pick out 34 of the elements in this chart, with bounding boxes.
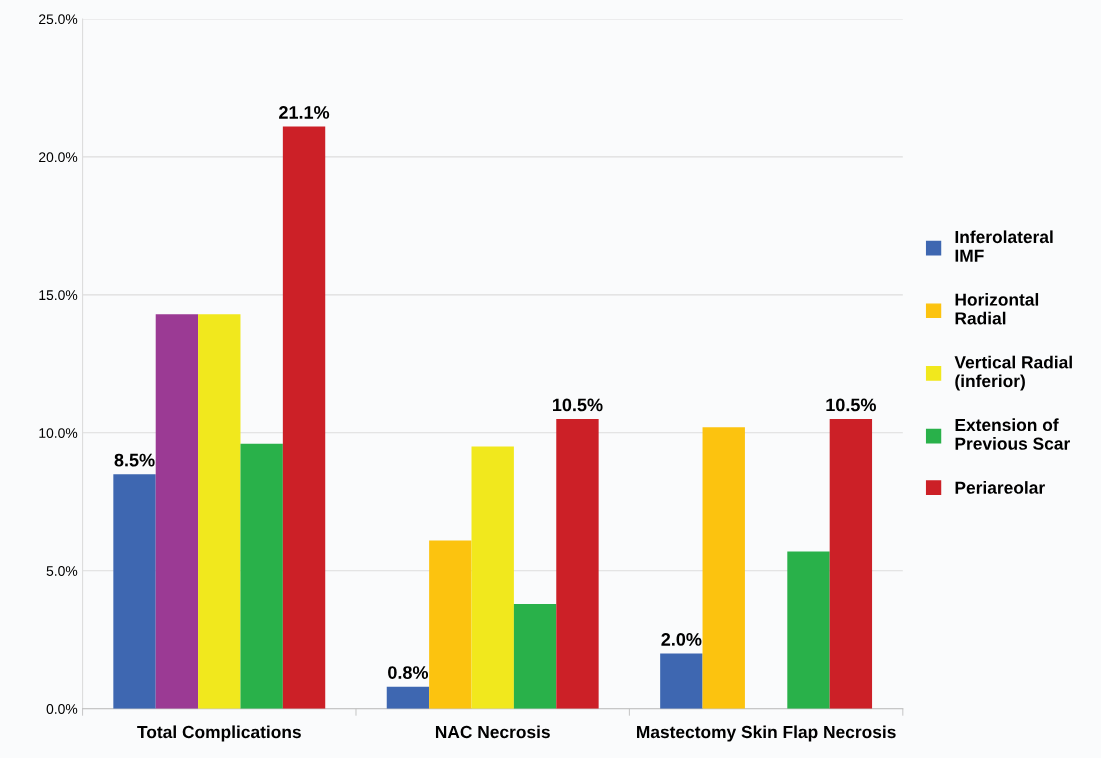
- bar: [155, 314, 199, 709]
- legend-label: Inferolateral IMF: [955, 230, 1053, 262]
- bar: [471, 446, 514, 709]
- data-label: 2.0%: [661, 633, 702, 646]
- bar: [198, 314, 241, 709]
- y-tick-label: 15.0%: [39, 290, 78, 301]
- x-tick-label: Mastectomy Skin Flap Necrosis: [637, 725, 896, 742]
- y-tick-label: 10.0%: [39, 428, 78, 438]
- bar: [386, 686, 430, 709]
- bar: [113, 474, 156, 709]
- bar: [556, 419, 599, 709]
- data-label: 0.8%: [388, 666, 429, 679]
- data-label: 8.5%: [114, 453, 155, 467]
- y-tick-label: 25.0%: [39, 14, 78, 25]
- bar: [282, 126, 326, 709]
- y-tick-label: 5.0%: [46, 566, 78, 576]
- legend-label: Vertical Radial (inferior): [954, 355, 1072, 391]
- data-label: 10.5%: [553, 398, 603, 412]
- bar: [702, 427, 745, 709]
- bar: [429, 540, 472, 709]
- bar: [513, 603, 557, 709]
- legend-label: Horizontal Radial: [955, 293, 1039, 325]
- y-tick-label: 0.0%: [46, 704, 78, 714]
- data-label: 10.5%: [826, 398, 876, 412]
- bar: [240, 443, 283, 709]
- x-tick-label: NAC Necrosis: [435, 725, 550, 739]
- legend-label: Extension of Previous Scar: [955, 418, 1070, 450]
- data-label: 21.1%: [279, 106, 330, 119]
- y-tick-label: 20.0%: [39, 152, 78, 163]
- bar: [660, 653, 703, 709]
- x-tick-label: Total Complications: [137, 725, 301, 742]
- bar: [787, 551, 830, 709]
- legend-label: Periareolar: [955, 481, 1045, 494]
- bar: [829, 419, 873, 709]
